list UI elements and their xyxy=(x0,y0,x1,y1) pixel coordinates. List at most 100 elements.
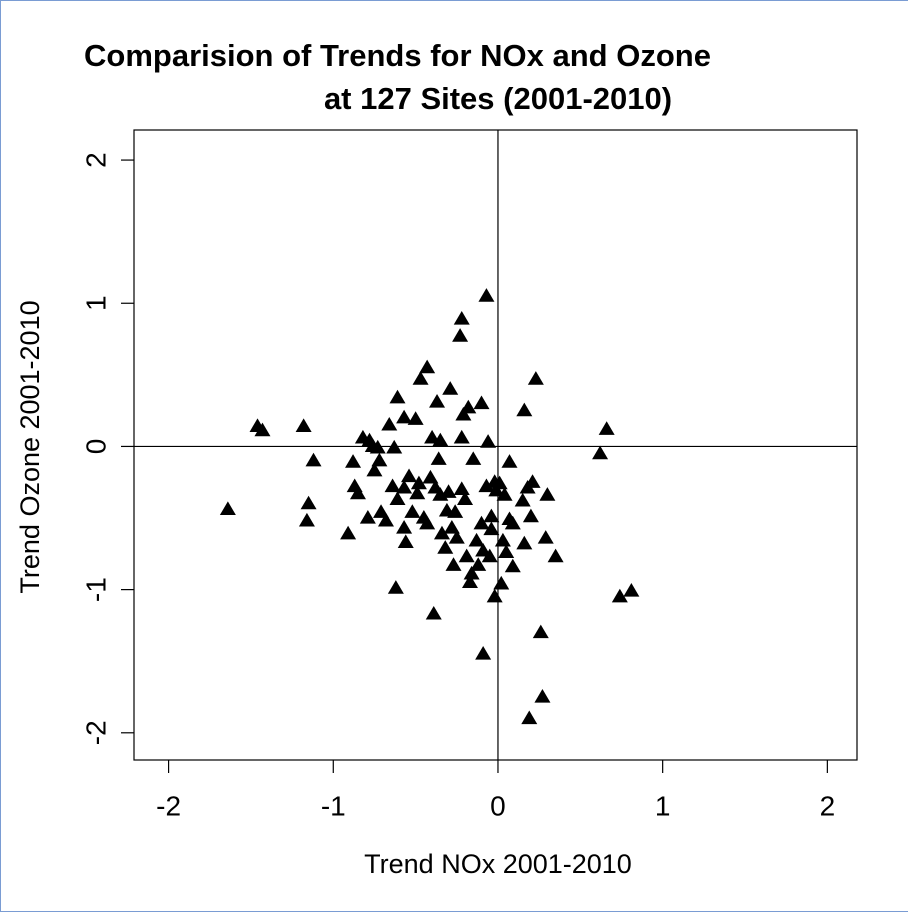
y-tick-label: -2 xyxy=(80,720,111,745)
point xyxy=(470,557,487,571)
point xyxy=(480,434,497,448)
y-tick-label: -1 xyxy=(80,577,111,602)
point xyxy=(516,402,533,417)
point xyxy=(443,520,460,534)
point xyxy=(409,485,426,500)
x-tick-label: -2 xyxy=(156,790,181,821)
point xyxy=(453,429,470,444)
point xyxy=(396,409,413,424)
point xyxy=(389,491,406,506)
point xyxy=(437,540,454,554)
point xyxy=(433,525,450,540)
point xyxy=(366,462,383,477)
point xyxy=(521,710,538,725)
point xyxy=(430,451,447,465)
point xyxy=(465,451,482,465)
point xyxy=(305,452,322,467)
point xyxy=(457,491,474,506)
x-tick-label: 0 xyxy=(490,790,506,821)
point xyxy=(432,432,449,447)
point xyxy=(419,515,436,530)
x-tick-label: 2 xyxy=(820,790,836,821)
point xyxy=(481,548,498,563)
plot-box xyxy=(133,129,858,761)
point xyxy=(396,520,413,534)
point xyxy=(475,646,492,660)
point xyxy=(401,468,418,483)
x-tick-label: -1 xyxy=(321,790,346,821)
point xyxy=(463,565,480,580)
point xyxy=(447,504,464,518)
point xyxy=(452,328,469,342)
point xyxy=(458,548,475,563)
point xyxy=(407,411,424,425)
point xyxy=(592,445,609,460)
point xyxy=(478,288,495,302)
point xyxy=(537,530,554,544)
point xyxy=(611,588,628,603)
point xyxy=(483,521,500,536)
point xyxy=(473,395,490,410)
point xyxy=(524,474,541,488)
point xyxy=(369,439,386,454)
point xyxy=(522,508,539,523)
point xyxy=(410,475,427,490)
point xyxy=(445,557,462,571)
chart-title: Comparision of Trends for NOx and Ozone xyxy=(84,38,711,73)
point xyxy=(419,359,436,374)
x-tick-label: 1 xyxy=(655,790,671,821)
point xyxy=(539,487,556,501)
chart-title: at 127 Sites (2001-2010) xyxy=(324,81,672,116)
point xyxy=(412,371,429,385)
point xyxy=(389,389,406,404)
point xyxy=(397,534,414,548)
point xyxy=(453,481,470,495)
point xyxy=(254,422,271,437)
point xyxy=(547,548,564,563)
point xyxy=(219,501,236,516)
point xyxy=(377,512,394,527)
point xyxy=(504,515,521,530)
point xyxy=(422,469,439,484)
x-axis-label: Trend NOx 2001-2010 xyxy=(364,849,632,879)
point xyxy=(478,478,495,493)
point xyxy=(514,492,531,507)
point xyxy=(349,485,366,500)
point xyxy=(384,478,401,493)
point xyxy=(461,574,478,589)
point xyxy=(473,515,490,530)
point xyxy=(527,371,544,385)
point xyxy=(453,311,470,325)
point xyxy=(496,487,513,501)
point xyxy=(488,482,505,497)
point xyxy=(448,530,465,544)
point xyxy=(491,475,508,490)
point xyxy=(532,624,549,639)
point xyxy=(298,512,315,527)
point xyxy=(623,583,640,597)
point xyxy=(429,394,446,408)
point xyxy=(396,479,413,494)
point xyxy=(340,525,357,540)
y-tick-label: 0 xyxy=(80,439,111,455)
point xyxy=(486,588,503,603)
point xyxy=(598,421,615,435)
point xyxy=(371,452,388,467)
point xyxy=(440,484,457,498)
point xyxy=(442,381,459,395)
point xyxy=(494,532,511,547)
point xyxy=(468,532,485,547)
point xyxy=(295,418,312,432)
point xyxy=(501,454,518,468)
point xyxy=(387,580,404,594)
point xyxy=(386,439,403,454)
point xyxy=(483,508,500,523)
point xyxy=(516,535,533,550)
point xyxy=(455,406,472,421)
point xyxy=(300,495,317,510)
y-tick-label: 1 xyxy=(80,295,111,311)
point xyxy=(504,558,521,573)
point xyxy=(404,504,421,518)
